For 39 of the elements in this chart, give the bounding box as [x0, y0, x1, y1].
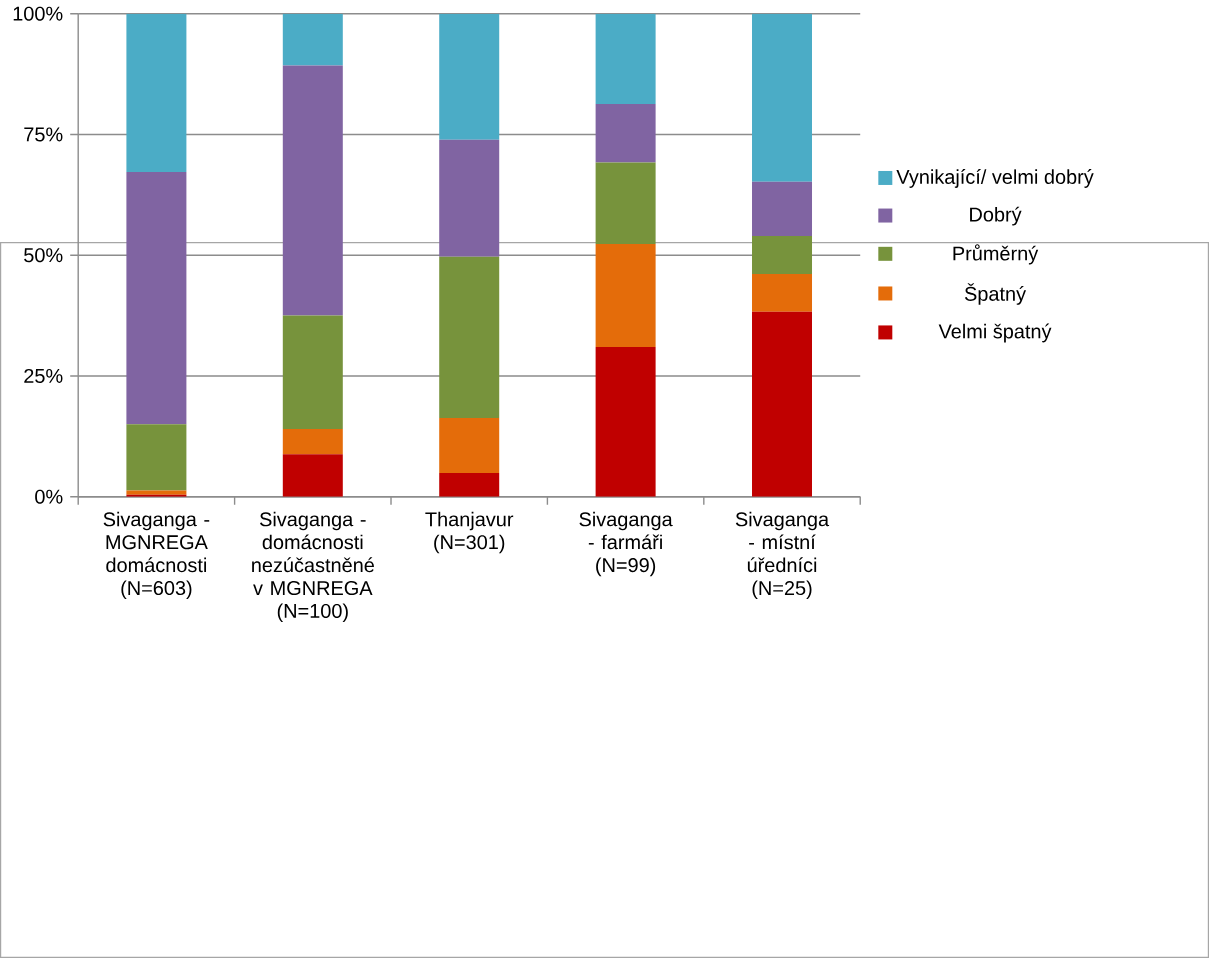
bar: [282, 13, 343, 66]
bar: [752, 274, 813, 312]
text: Špatný: [964, 283, 1027, 305]
bar: [439, 256, 500, 418]
bar: [282, 65, 343, 316]
y-tick-label: 100%: [13, 6, 63, 21]
x-tick-label: Sivaganga - domácnosti nezúčastněné v MGNREGA (N=100): [252, 511, 374, 622]
x-tick-label: Thanjavur (N=301): [425, 511, 514, 554]
bar: [595, 346, 656, 497]
bar: [595, 13, 656, 105]
legend-label: Vynikající/ velmi dobrý: [896, 169, 1094, 188]
legend-label: Velmi špatný: [938, 323, 1052, 343]
bar: [126, 13, 187, 173]
bar: [282, 429, 343, 455]
bar: [752, 181, 813, 236]
bar: [752, 13, 813, 182]
bar: [439, 13, 500, 140]
y-tick-label: 0%: [35, 489, 63, 504]
bar: [439, 473, 500, 497]
bar: [282, 454, 343, 497]
bar: [752, 311, 813, 497]
bar: [126, 172, 187, 425]
bar: [439, 139, 500, 257]
bar: [439, 417, 500, 474]
x-tick-label: Sivaganga - místní úředníci (N=25): [735, 511, 830, 600]
bar: [126, 490, 187, 495]
text: Průměrný: [953, 244, 1039, 265]
bar: [126, 424, 187, 491]
bar: [752, 235, 813, 275]
bar: [595, 162, 656, 245]
x-tick-label: Sivaganga - MGNREGA domácnosti (N=603): [103, 511, 210, 600]
bar: [595, 244, 656, 347]
y-tick-label: 50%: [24, 248, 63, 263]
bar: [595, 104, 656, 163]
text: Dobrý: [970, 206, 1022, 226]
y-tick-label: 25%: [24, 368, 63, 384]
x-tick-label: Sivaganga - farmáři (N=99): [579, 511, 673, 577]
bar: [282, 315, 343, 430]
y-tick-label: 75%: [24, 127, 63, 142]
